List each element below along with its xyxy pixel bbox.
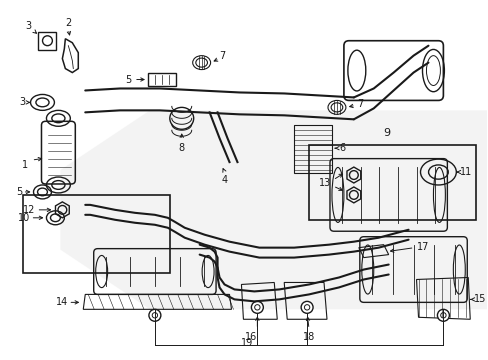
- Text: 16: 16: [245, 332, 257, 342]
- Text: 15: 15: [473, 294, 486, 304]
- Text: 1: 1: [21, 160, 28, 170]
- Text: 6: 6: [338, 143, 345, 153]
- Text: 3: 3: [25, 21, 32, 31]
- Text: 8: 8: [178, 143, 184, 153]
- Polygon shape: [60, 111, 486, 309]
- Text: 18: 18: [303, 332, 315, 342]
- Bar: [148, 73, 175, 86]
- Text: 13: 13: [318, 178, 330, 188]
- Text: 7: 7: [219, 51, 225, 60]
- Text: 12: 12: [23, 205, 36, 215]
- Bar: [308, 145, 475, 220]
- Bar: [22, 195, 169, 273]
- Bar: [39, 32, 56, 50]
- Text: 10: 10: [18, 213, 30, 223]
- Circle shape: [437, 309, 448, 321]
- Text: 5: 5: [124, 75, 131, 85]
- Text: 11: 11: [459, 167, 471, 177]
- Text: 17: 17: [416, 242, 428, 252]
- Text: 19: 19: [241, 338, 253, 348]
- Text: 3: 3: [20, 98, 25, 107]
- Circle shape: [301, 301, 312, 313]
- Bar: [294, 125, 331, 173]
- Text: 7: 7: [356, 99, 363, 109]
- Text: 14: 14: [56, 297, 68, 307]
- Text: 9: 9: [382, 128, 389, 138]
- Text: 5: 5: [16, 187, 22, 197]
- Circle shape: [149, 309, 161, 321]
- Circle shape: [251, 301, 263, 313]
- Text: 4: 4: [221, 175, 227, 185]
- Text: 2: 2: [65, 18, 71, 28]
